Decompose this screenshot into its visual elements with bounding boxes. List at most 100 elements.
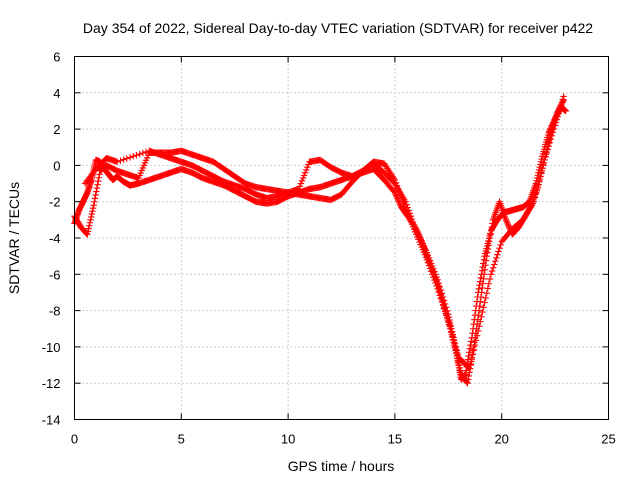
data-point-marker: [466, 349, 473, 356]
data-point-marker: [446, 321, 453, 329]
data-point-marker: [470, 346, 478, 354]
data-point-marker: [465, 352, 472, 360]
x-tick-label: 25: [601, 432, 615, 447]
data-point-marker: [394, 185, 402, 192]
data-point-marker: [562, 107, 569, 115]
x-tick-label: 0: [71, 432, 78, 447]
data-point-marker: [557, 101, 565, 109]
data-point-marker: [114, 158, 121, 165]
data-point-marker: [479, 280, 487, 287]
data-point-marker: [478, 267, 486, 274]
data-point-marker: [469, 351, 477, 358]
data-point-marker: [435, 288, 442, 296]
data-point-marker: [126, 154, 134, 161]
data-point-marker: [477, 274, 484, 282]
data-point-marker: [557, 104, 564, 112]
data-point-marker: [502, 216, 510, 224]
data-point-marker: [539, 165, 546, 172]
data-point-marker: [392, 179, 400, 187]
data-point-marker: [450, 336, 457, 343]
x-tick-label: 20: [494, 432, 508, 447]
data-point-marker: [471, 341, 479, 349]
data-point-marker: [449, 332, 456, 340]
data-point-marker: [547, 136, 555, 143]
data-point-marker: [482, 294, 489, 302]
data-point-marker: [90, 202, 97, 209]
data-point-marker: [488, 223, 496, 231]
data-point-marker: [95, 174, 103, 181]
data-point-marker: [142, 148, 150, 156]
chart-title: Day 354 of 2022, Sidereal Day-to-day VTE…: [83, 20, 593, 36]
data-point-marker: [465, 364, 472, 371]
data-point-marker: [543, 149, 550, 157]
data-point-marker: [554, 113, 561, 120]
data-point-marker: [468, 356, 475, 363]
data-point-marker: [454, 350, 462, 358]
data-point-marker: [477, 318, 484, 325]
data-point-marker: [91, 195, 99, 202]
data-point-marker: [541, 156, 548, 164]
data-point-marker: [453, 347, 461, 354]
data-point-marker: [535, 177, 543, 185]
data-point-marker: [483, 289, 490, 297]
data-point-marker: [442, 311, 450, 319]
data-point-marker: [475, 285, 483, 293]
data-point-marker: [485, 242, 492, 249]
data-point-marker: [93, 188, 100, 195]
y-tick-label: -6: [49, 267, 61, 282]
data-point-marker: [398, 194, 405, 201]
data-point-marker: [552, 119, 560, 126]
data-point-marker: [133, 152, 140, 159]
data-point-marker: [486, 234, 494, 242]
grid: [74, 56, 609, 420]
data-point-marker: [533, 185, 541, 193]
data-point-marker: [473, 332, 481, 339]
y-tick-label: -10: [42, 340, 61, 355]
data-point-marker: [466, 365, 473, 372]
data-point-marker: [425, 262, 433, 269]
data-point-marker: [432, 279, 439, 287]
data-point-marker: [96, 171, 103, 178]
data-point-marker: [399, 197, 406, 204]
data-point-marker: [540, 160, 547, 168]
data-point-marker: [534, 181, 542, 189]
data-point-marker: [395, 198, 402, 205]
data-point-marker: [448, 329, 455, 336]
data-point-marker: [485, 280, 493, 287]
data-point-marker: [483, 252, 490, 260]
data-point-marker: [401, 202, 408, 210]
data-point-marker: [120, 156, 127, 163]
data-point-marker: [478, 313, 485, 320]
data-point-marker: [486, 238, 493, 245]
data-point-marker: [478, 289, 485, 296]
data-point-marker: [396, 201, 404, 208]
data-point-marker: [472, 337, 480, 344]
data-point-marker: [391, 176, 399, 184]
data-point-marker: [295, 185, 302, 193]
y-tick-label: -8: [49, 304, 61, 319]
data-point-marker: [476, 302, 483, 310]
data-point-marker: [430, 274, 437, 281]
y-tick-label: -12: [42, 376, 61, 391]
data-point-marker: [496, 244, 503, 252]
data-point-marker: [493, 254, 500, 262]
data-point-marker: [299, 174, 307, 182]
data-point-marker: [300, 172, 308, 179]
data-point-marker: [475, 327, 482, 335]
data-point-marker: [463, 379, 471, 386]
data-point-marker: [491, 261, 498, 268]
data-point-marker: [497, 241, 504, 249]
data-point-marker: [85, 225, 92, 232]
data-point-marker: [465, 372, 473, 380]
data-point-marker: [489, 264, 497, 271]
data-point-marker: [464, 380, 471, 387]
data-point-marker: [504, 221, 512, 228]
y-tick-label: 0: [53, 158, 60, 173]
data-point-marker: [482, 257, 490, 264]
data-point-marker: [400, 199, 407, 207]
data-point-marker: [476, 281, 483, 289]
data-point-marker: [87, 213, 95, 221]
data-point-marker: [544, 146, 551, 153]
data-point-marker: [480, 304, 487, 311]
